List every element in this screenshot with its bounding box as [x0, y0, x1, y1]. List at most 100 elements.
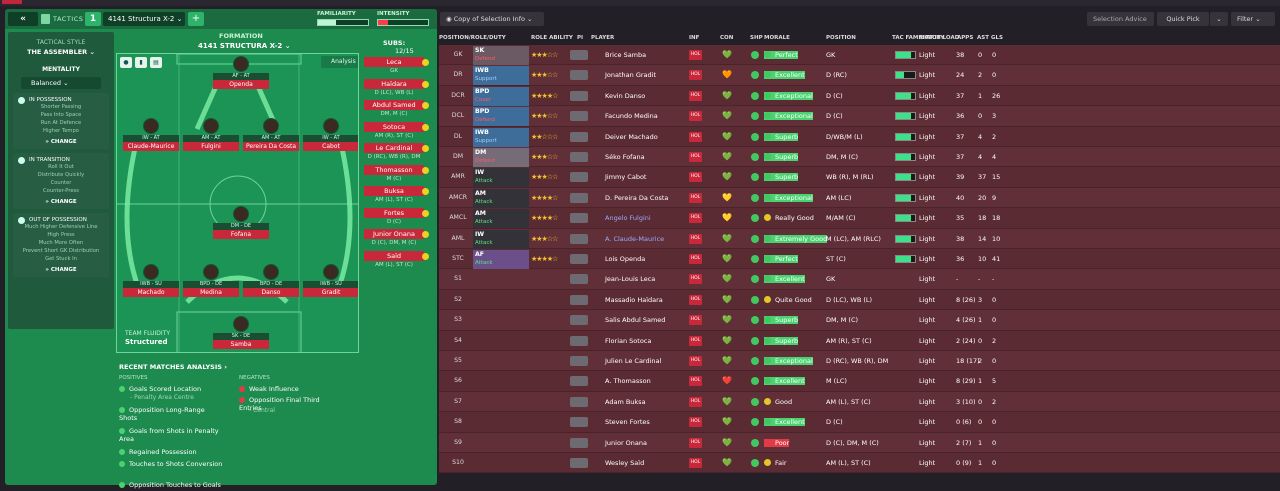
player-name[interactable]: Brice Samba — [605, 51, 647, 59]
column-header[interactable]: GLS — [991, 35, 1003, 41]
notes-icon[interactable]: ▤ — [150, 57, 162, 68]
player-token[interactable]: DM - DE Fofana — [213, 206, 269, 239]
player-name[interactable]: Junior Onana — [605, 438, 647, 447]
tactical-style-value[interactable]: THE ASSEMBLER ⌄ — [8, 48, 114, 56]
mentality-select[interactable]: Balanced ⌄ — [21, 77, 101, 89]
view-select[interactable]: ◉ Copy of Selection Info ⌄ — [440, 12, 544, 26]
player-name[interactable]: Séko Fofana — [605, 153, 645, 161]
player-instructions-icon[interactable] — [570, 131, 588, 142]
player-instructions-icon[interactable] — [570, 458, 588, 468]
player-name[interactable]: Angelo Fulgini — [605, 214, 651, 223]
table-row[interactable]: S8 Steven Fortes HOL 💚 Excellent D (C) Light 0 … — [439, 412, 1280, 433]
table-row[interactable]: S10 Wesley Saïd HOL 💚 Fair AM (L), ST (C) Ligh… — [439, 453, 1280, 474]
table-row[interactable]: S9 Junior Onana HOL 💚 Poor D (C), DM, M (C) Li… — [439, 432, 1280, 453]
role-duty[interactable]: BPD Cover — [473, 86, 529, 106]
player-instructions-icon[interactable] — [570, 152, 588, 162]
selection-advice-button[interactable]: Selection Advice — [1087, 12, 1154, 26]
player-instructions-icon[interactable] — [570, 437, 588, 448]
player-instructions-icon[interactable] — [570, 315, 588, 326]
column-header[interactable]: SHP — [750, 35, 763, 41]
player-name[interactable]: Salis Abdul Samed — [605, 316, 666, 325]
player-instructions-icon[interactable] — [570, 396, 588, 407]
table-row[interactable]: GK SK Defend ★★★☆☆ Brice Samba HOL 💚 Perfect GK L… — [439, 45, 1280, 66]
player-token[interactable]: AF - AT Openda — [213, 56, 269, 89]
role-duty[interactable]: AF Attack — [473, 250, 529, 269]
player-name[interactable]: Florian Sotoca — [605, 336, 652, 345]
table-row[interactable]: STC AF Attack ★★★★☆ Lois Openda HOL 💚 Perfect ST… — [439, 249, 1280, 270]
player-instructions-icon[interactable] — [570, 233, 588, 244]
sub-item[interactable]: Buksa AM (L), ST (C) — [360, 182, 432, 204]
player-name[interactable]: Adam Buksa — [605, 397, 646, 406]
column-header[interactable]: PI — [577, 35, 584, 41]
sub-item[interactable]: Fortes D (C) — [360, 204, 432, 226]
table-row[interactable]: S5 Julien Le Cardinal HOL 💚 Exceptional D (RC… — [439, 351, 1280, 372]
table-row[interactable]: DR IWB Support ★★★☆☆ Jonathan Gradit HOL 🧡 Exce… — [439, 65, 1280, 86]
player-instructions-icon[interactable] — [570, 274, 588, 285]
player-instructions-icon[interactable] — [570, 50, 588, 60]
column-header[interactable]: AST — [977, 35, 989, 41]
table-row[interactable]: DCL BPD Defend ★★★☆☆ Facundo Medina HOL 💚 Excep… — [439, 106, 1280, 127]
player-token[interactable]: IWB - SU Machado — [123, 264, 179, 297]
table-row[interactable]: DCR BPD Cover ★★★★☆ Kevin Danso HOL 💚 Exception… — [439, 85, 1280, 107]
sub-item[interactable]: Thomasson M (C) — [360, 161, 432, 183]
player-name[interactable]: Jonathan Gradit — [605, 71, 657, 80]
player-instructions-icon[interactable] — [570, 254, 588, 264]
player-name[interactable]: Jimmy Cabot — [605, 173, 647, 182]
table-row[interactable]: AMCR AM Attack ★★★★☆ D. Pereira Da Costa HOL 💛… — [439, 187, 1280, 209]
column-header[interactable]: POSITION — [826, 35, 856, 41]
player-instructions-icon[interactable] — [570, 213, 588, 224]
player-instructions-icon[interactable] — [570, 294, 588, 305]
player-instructions-icon[interactable] — [570, 376, 588, 387]
column-header[interactable]: APPS — [957, 35, 974, 41]
table-row[interactable]: DM DM Defend ★★★☆☆ Séko Fofana HOL 💚 Superb DM, … — [439, 147, 1280, 168]
info-icon[interactable]: ● — [120, 57, 132, 68]
player-instructions-icon[interactable] — [570, 172, 588, 183]
player-token[interactable]: AM - AT Pereira Da Costa — [243, 118, 299, 151]
analysis-button[interactable]: Analysis — [321, 56, 358, 68]
role-duty[interactable]: AM Attack — [473, 188, 529, 208]
table-row[interactable]: S2 Massadio Haïdara HOL 💚 Quite Good D (LC), … — [439, 289, 1280, 311]
column-header[interactable]: POSITION/ROLE/DUTY — [439, 35, 506, 41]
add-tactic-button[interactable]: + — [188, 12, 204, 26]
player-instructions-icon[interactable] — [570, 356, 588, 366]
change-button[interactable]: » CHANGE — [45, 267, 77, 273]
table-row[interactable]: AML IW Attack ★★★☆☆ A. Claude-Maurice HOL 💚 Ext… — [439, 228, 1280, 249]
table-row[interactable]: AMR IW Attack ★★★☆☆ Jimmy Cabot HOL 💚 Superb WB … — [439, 167, 1280, 188]
player-name[interactable]: Julien Le Cardinal — [605, 357, 662, 365]
player-token[interactable]: BPD - DE Medina — [183, 264, 239, 297]
formation-name[interactable]: 4141 STRUCTURA X-2 ⌄ — [198, 42, 291, 50]
player-token[interactable]: BPD - DE Danso — [243, 264, 299, 297]
table-row[interactable]: S1 Jean-Louis Leca HOL 💚 Excellent GK Light - - - — [439, 269, 1280, 290]
player-name[interactable]: D. Pereira Da Costa — [605, 193, 669, 202]
player-name[interactable]: Kevin Danso — [605, 91, 646, 100]
role-duty[interactable]: BPD Defend — [473, 107, 529, 127]
player-name[interactable]: Wesley Saïd — [605, 459, 645, 467]
player-name[interactable]: Steven Fortes — [605, 418, 650, 427]
player-token[interactable]: AM - AT Fulgini — [183, 118, 239, 151]
column-header[interactable]: INF — [689, 35, 700, 41]
chevron-down-icon[interactable]: ⌄ — [1210, 12, 1228, 26]
sub-item[interactable]: Le Cardinal D (RC), WB (R), DM — [360, 139, 432, 161]
table-row[interactable]: S6 A. Thomasson HOL ❤️ Excellent M (LC) Light 8… — [439, 371, 1280, 392]
change-button[interactable]: » CHANGE — [45, 199, 77, 205]
table-row[interactable]: AMCL AM Attack ★★★★☆ Angelo Fulgini HOL 💛 Reall… — [439, 208, 1280, 229]
player-instructions-icon[interactable] — [570, 90, 588, 101]
role-duty[interactable]: DM Defend — [473, 148, 529, 167]
stats-icon[interactable]: ▮ — [135, 57, 147, 68]
back-icon[interactable]: « — [8, 12, 38, 26]
tactic-select[interactable]: 4141 Structura X-2 ⌄ — [103, 12, 185, 26]
table-row[interactable]: DL IWB Support ★★☆☆☆ Deiver Machado HOL 💚 Super… — [439, 126, 1280, 147]
player-token[interactable]: SK - DE Samba — [213, 316, 269, 349]
sub-item[interactable]: Sotoca AM (R), ST (C) — [360, 118, 432, 140]
player-name[interactable]: Lois Openda — [605, 255, 646, 263]
player-name[interactable]: Deiver Machado — [605, 132, 658, 141]
column-header[interactable]: TAC FAMILIARITY — [892, 35, 945, 41]
player-instructions-icon[interactable] — [570, 192, 588, 203]
player-name[interactable]: Facundo Medina — [605, 112, 658, 121]
player-instructions-icon[interactable] — [570, 70, 588, 81]
player-token[interactable]: IW - AT Cabot — [303, 118, 358, 151]
role-duty[interactable]: IWB Support — [473, 127, 529, 147]
column-header[interactable]: CON — [720, 35, 734, 41]
table-row[interactable]: S7 Adam Buksa HOL 💚 Good AM (L), ST (C) Light 3… — [439, 391, 1280, 413]
role-duty[interactable]: IW Attack — [473, 229, 529, 249]
